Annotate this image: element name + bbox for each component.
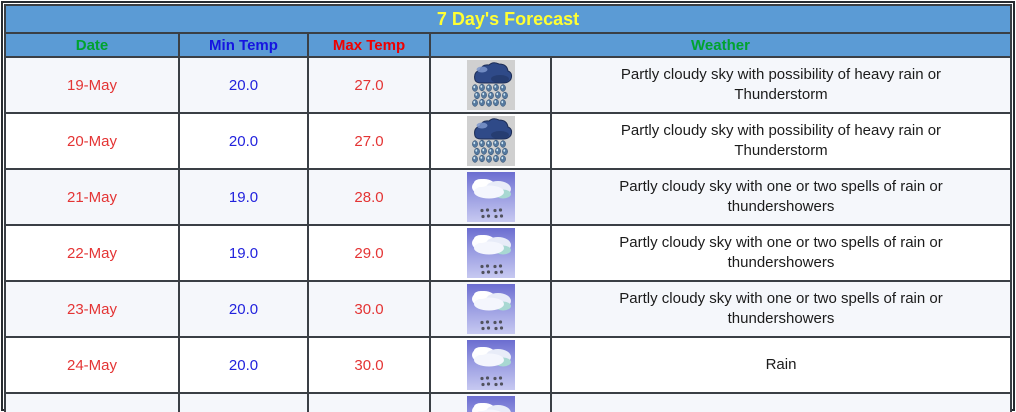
weather-icon-cell xyxy=(429,168,552,226)
weather-icon-cell xyxy=(429,280,552,338)
forecast-row: 20-May 20.0 27.0 Partly cloudy sky with … xyxy=(4,112,1012,170)
min-temp-cell: 19.0 xyxy=(178,168,309,226)
min-temp-cell: 20.0 xyxy=(178,392,309,412)
min-temp-cell: 20.0 xyxy=(178,280,309,338)
min-temp-cell: 20.0 xyxy=(178,336,309,394)
forecast-row: 24-May 20.0 30.0 Rain xyxy=(4,336,1012,394)
max-temp-cell: 30.0 xyxy=(307,280,431,338)
forecast-row: 25-May 20.0 30.0 Rain xyxy=(4,392,1012,412)
forecast-row: 22-May 19.0 29.0 Partly cloudy sky with … xyxy=(4,224,1012,282)
max-temp-cell: 30.0 xyxy=(307,336,431,394)
max-temp-cell: 27.0 xyxy=(307,56,431,114)
date-cell: 23-May xyxy=(4,280,180,338)
weather-description-cell: Partly cloudy sky with possibility of he… xyxy=(550,112,1012,170)
max-temp-cell: 27.0 xyxy=(307,112,431,170)
min-temp-cell: 19.0 xyxy=(178,224,309,282)
date-cell: 21-May xyxy=(4,168,180,226)
heavy-rain-thunderstorm-icon xyxy=(466,116,515,166)
weather-description-cell: Partly cloudy sky with one or two spells… xyxy=(550,224,1012,282)
title-row: 7 Day's Forecast xyxy=(4,4,1012,34)
weather-icon-cell xyxy=(429,336,552,394)
page-title: 7 Day's Forecast xyxy=(4,4,1012,34)
weather-description-cell: Partly cloudy sky with possibility of he… xyxy=(550,56,1012,114)
column-header-max-temp: Max Temp xyxy=(307,32,431,58)
max-temp-cell: 30.0 xyxy=(307,392,431,412)
min-temp-cell: 20.0 xyxy=(178,56,309,114)
rain-showers-icon xyxy=(466,340,515,390)
weather-icon-cell xyxy=(429,392,552,412)
min-temp-cell: 20.0 xyxy=(178,112,309,170)
max-temp-cell: 28.0 xyxy=(307,168,431,226)
heavy-rain-thunderstorm-icon xyxy=(466,60,515,110)
column-header-row: Date Min Temp Max Temp Weather xyxy=(4,32,1012,58)
max-temp-cell: 29.0 xyxy=(307,224,431,282)
forecast-row: 19-May 20.0 27.0 Partly cloudy sky with … xyxy=(4,56,1012,114)
weather-description-cell: Partly cloudy sky with one or two spells… xyxy=(550,168,1012,226)
forecast-row: 23-May 20.0 30.0 Partly cloudy sky with … xyxy=(4,280,1012,338)
date-cell: 22-May xyxy=(4,224,180,282)
date-cell: 19-May xyxy=(4,56,180,114)
column-header-date: Date xyxy=(4,32,180,58)
column-header-weather: Weather xyxy=(429,32,1012,58)
weather-icon-cell xyxy=(429,224,552,282)
date-cell: 20-May xyxy=(4,112,180,170)
weather-icon-cell xyxy=(429,56,552,114)
forecast-row: 21-May 19.0 28.0 Partly cloudy sky with … xyxy=(4,168,1012,226)
date-cell: 24-May xyxy=(4,336,180,394)
weather-icon-cell xyxy=(429,112,552,170)
weather-description-cell: Rain xyxy=(550,336,1012,394)
rain-showers-icon xyxy=(466,228,515,278)
rain-showers-icon xyxy=(466,172,515,222)
forecast-table: 7 Day's Forecast Date Min Temp Max Temp … xyxy=(4,4,1012,412)
date-cell: 25-May xyxy=(4,392,180,412)
rain-showers-icon xyxy=(466,284,515,334)
weather-description-cell: Rain xyxy=(550,392,1012,412)
rain-showers-icon xyxy=(466,396,515,412)
column-header-min-temp: Min Temp xyxy=(178,32,309,58)
weather-description-cell: Partly cloudy sky with one or two spells… xyxy=(550,280,1012,338)
